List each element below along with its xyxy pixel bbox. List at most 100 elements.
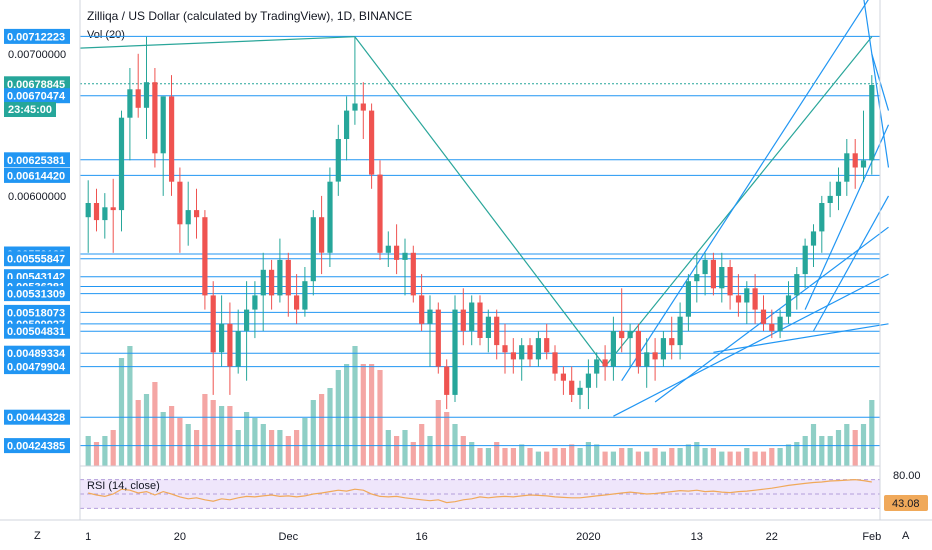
volume-bar <box>277 430 283 466</box>
price-level-label: 0.00678845 <box>7 79 65 91</box>
volume-bar <box>419 424 425 466</box>
candle-body <box>644 352 650 367</box>
volume-bar <box>744 448 750 466</box>
candle-body <box>827 195 833 203</box>
candle-body <box>394 245 400 260</box>
candle-body <box>319 217 325 253</box>
candle-body <box>202 217 208 296</box>
volume-bar <box>785 444 792 466</box>
candle-body <box>210 295 216 353</box>
volume-bar <box>869 400 875 466</box>
volume-bar <box>827 436 833 466</box>
candle-body <box>352 103 358 111</box>
volume-bar <box>177 418 183 466</box>
candle-body <box>143 82 150 108</box>
volume-bar <box>244 412 250 466</box>
volume-bar <box>694 442 700 466</box>
volume-bar <box>260 424 266 466</box>
left-button-label: Z <box>34 530 41 542</box>
volume-bar <box>344 364 350 466</box>
candle-body <box>660 338 666 360</box>
candle-body <box>594 359 600 374</box>
candle-body <box>469 302 475 331</box>
volume-bar <box>127 346 133 466</box>
candle-body <box>835 181 842 196</box>
volume-bar <box>777 448 783 466</box>
candle-body <box>327 181 333 253</box>
candle-body <box>360 103 366 111</box>
volume-bar <box>619 448 625 466</box>
price-level-label: 0.00625381 <box>7 155 65 167</box>
candle-body <box>635 331 641 367</box>
volume-bar <box>385 430 391 466</box>
candle-body <box>444 366 450 395</box>
candle-body <box>685 281 691 317</box>
candle-body <box>169 96 175 182</box>
price-level-badge <box>4 251 70 267</box>
candle-body <box>627 331 633 339</box>
volume-bar <box>427 436 433 466</box>
volume-bar <box>569 444 575 466</box>
candle-body <box>819 203 825 232</box>
candle-body <box>735 295 742 303</box>
log-scale-button[interactable] <box>28 525 48 545</box>
volume-bar <box>660 451 666 466</box>
volume-bar <box>285 436 291 466</box>
volume-bar <box>394 436 400 466</box>
candle-body <box>118 117 125 211</box>
price-level-label: 0.00555847 <box>7 254 65 266</box>
candle-body <box>344 110 350 139</box>
price-level-badge <box>4 304 70 320</box>
volume-bar <box>294 430 300 466</box>
price-level-label: 0.00424385 <box>7 441 65 453</box>
volume-bar <box>527 448 533 466</box>
volume-bar <box>810 424 817 466</box>
candle-body <box>727 267 733 296</box>
trend-line <box>354 36 606 367</box>
volume-bar <box>269 430 275 466</box>
price-level-label: 0.00670474 <box>7 91 66 103</box>
volume-bar <box>143 394 150 466</box>
volume-bar <box>227 406 233 466</box>
chart-title: Zilliqa / US Dollar (calculated by Tradi… <box>87 9 412 23</box>
price-level-badge <box>4 345 70 361</box>
date-tick-label: 22 <box>766 531 778 543</box>
volume-bar <box>369 364 375 466</box>
date-tick-label: 16 <box>415 531 427 543</box>
candle-body <box>860 160 867 168</box>
volume-bar <box>835 430 842 466</box>
volume-bars <box>85 346 875 466</box>
candle-body <box>694 274 700 282</box>
candle-body <box>652 352 658 360</box>
candle-body <box>127 89 133 118</box>
countdown-text: 23:45:00 <box>8 104 52 116</box>
volume-bar <box>760 451 767 466</box>
candle-body <box>669 338 675 346</box>
countdown-badge <box>4 102 56 117</box>
volume-bar <box>169 406 175 466</box>
candle-body <box>777 316 783 331</box>
volume-bar <box>410 442 416 466</box>
volume-bar <box>769 448 775 466</box>
volume-bar <box>510 448 516 466</box>
volume-bar <box>535 451 541 466</box>
volume-bar <box>627 448 633 466</box>
trend-line <box>863 0 890 168</box>
price-level-label: 0.00489334 <box>7 348 66 360</box>
candle-body <box>93 203 100 221</box>
volume-bar <box>552 448 558 466</box>
volume-bar <box>860 424 867 466</box>
rsi-value-badge <box>884 495 928 511</box>
volume-bar <box>802 436 808 466</box>
volume-bar <box>319 394 325 466</box>
volume-bar <box>452 424 458 466</box>
volume-bar <box>602 451 608 466</box>
volume-bar <box>252 418 258 466</box>
volume-bar <box>544 451 550 466</box>
candle-body <box>569 380 575 395</box>
auto-scale-button[interactable] <box>896 525 916 545</box>
volume-bar <box>585 442 591 466</box>
date-axis: 1 20 Dec 16 2020 13 22 Feb <box>85 531 881 543</box>
volume-bar <box>327 388 333 466</box>
date-tick-label: Dec <box>279 531 299 543</box>
